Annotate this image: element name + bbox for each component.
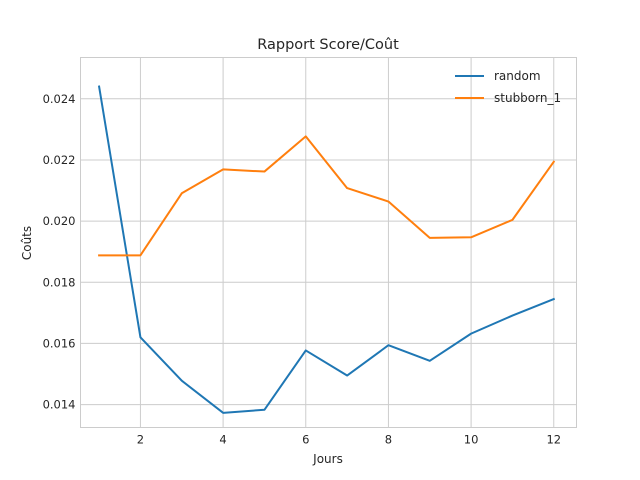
legend: random stubborn_1 bbox=[455, 69, 561, 105]
x-axis-label: Jours bbox=[312, 452, 343, 466]
x-tick-label: 2 bbox=[137, 433, 144, 447]
y-tick-label: 0.014 bbox=[43, 398, 76, 412]
plot-area-frame bbox=[80, 57, 577, 428]
y-tick-label: 0.018 bbox=[43, 275, 76, 289]
x-tick-label: 12 bbox=[546, 433, 561, 447]
y-tick-labels: 0.014 0.016 0.018 0.020 0.022 0.024 bbox=[43, 92, 76, 412]
legend-label-random: random bbox=[494, 69, 541, 83]
legend-label-stubborn-1: stubborn_1 bbox=[494, 91, 561, 105]
x-tick-labels: 2 4 6 8 10 12 bbox=[137, 433, 561, 447]
y-tick-label: 0.016 bbox=[43, 336, 76, 350]
x-tick-label: 4 bbox=[219, 433, 226, 447]
y-tick-label: 0.020 bbox=[43, 214, 76, 228]
x-tick-label: 6 bbox=[302, 433, 309, 447]
y-tick-label: 0.024 bbox=[43, 92, 76, 106]
x-tick-label: 10 bbox=[464, 433, 479, 447]
chart-title: Rapport Score/Coût bbox=[257, 37, 399, 53]
gridlines bbox=[80, 57, 577, 428]
y-tick-label: 0.022 bbox=[43, 153, 76, 167]
x-tick-label: 8 bbox=[385, 433, 392, 447]
series-lines bbox=[97, 85, 556, 414]
series-line-random bbox=[97, 85, 556, 414]
y-axis-label: Coûts bbox=[20, 226, 34, 260]
series-line-stubborn-1 bbox=[98, 135, 556, 257]
